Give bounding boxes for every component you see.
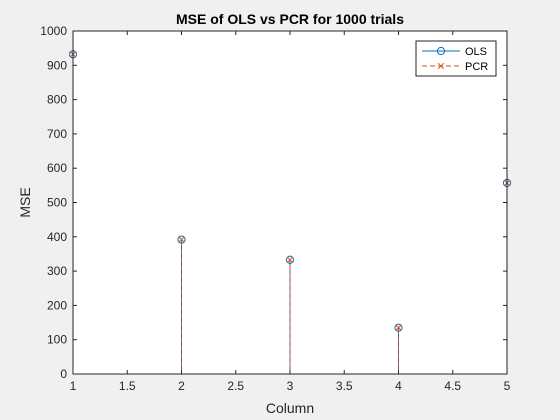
ols-marker-2: [177, 235, 186, 244]
y-tick-label: 100: [47, 333, 67, 347]
x-tick-label: 1.5: [119, 379, 136, 393]
legend-ols-label: OLS: [465, 46, 487, 58]
legend-pcr-label: PCR: [465, 61, 488, 73]
x-tick-label: 2: [178, 379, 185, 393]
y-tick-label: 900: [47, 58, 67, 72]
x-axis-label: Column: [266, 400, 314, 416]
chart-title: MSE of OLS vs PCR for 1000 trials: [176, 11, 404, 27]
y-tick-label: 300: [47, 264, 67, 278]
x-tick-label: 3: [287, 379, 294, 393]
x-tick-label: 4: [395, 379, 402, 393]
ols-marker-4: [394, 323, 403, 332]
pcr-marker-3: [286, 256, 294, 263]
legend: OLS PCR: [415, 40, 497, 77]
ols-marker-3: [285, 255, 295, 264]
axis-ticks: 1 1.5 2 2.5 3 3.5 4 4.5 5 0 100 200 300 400 500 600 700 8…: [40, 24, 510, 393]
y-tick-label: 0: [60, 367, 67, 381]
pcr-marker-4: [395, 324, 402, 331]
pcr-marker-2: [178, 236, 185, 243]
legend-pcr-marker: [437, 62, 445, 70]
y-tick-label: 600: [47, 161, 67, 175]
legend-box: [415, 40, 497, 77]
y-tick-label: 800: [47, 93, 67, 107]
x-tick-label: 4.5: [444, 379, 461, 393]
x-tick-label: 1: [70, 379, 77, 393]
y-tick-label: 200: [47, 298, 67, 312]
legend-ols-marker: [436, 46, 446, 56]
y-tick-label: 400: [47, 230, 67, 244]
y-tick-label: 500: [47, 196, 67, 210]
y-axis-label: MSE: [17, 187, 33, 217]
y-tick-label: 1000: [40, 24, 67, 38]
x-tick-label: 3.5: [336, 379, 353, 393]
y-tick-label: 700: [47, 127, 67, 141]
x-tick-label: 5: [504, 379, 511, 393]
x-tick-label: 2.5: [227, 379, 244, 393]
